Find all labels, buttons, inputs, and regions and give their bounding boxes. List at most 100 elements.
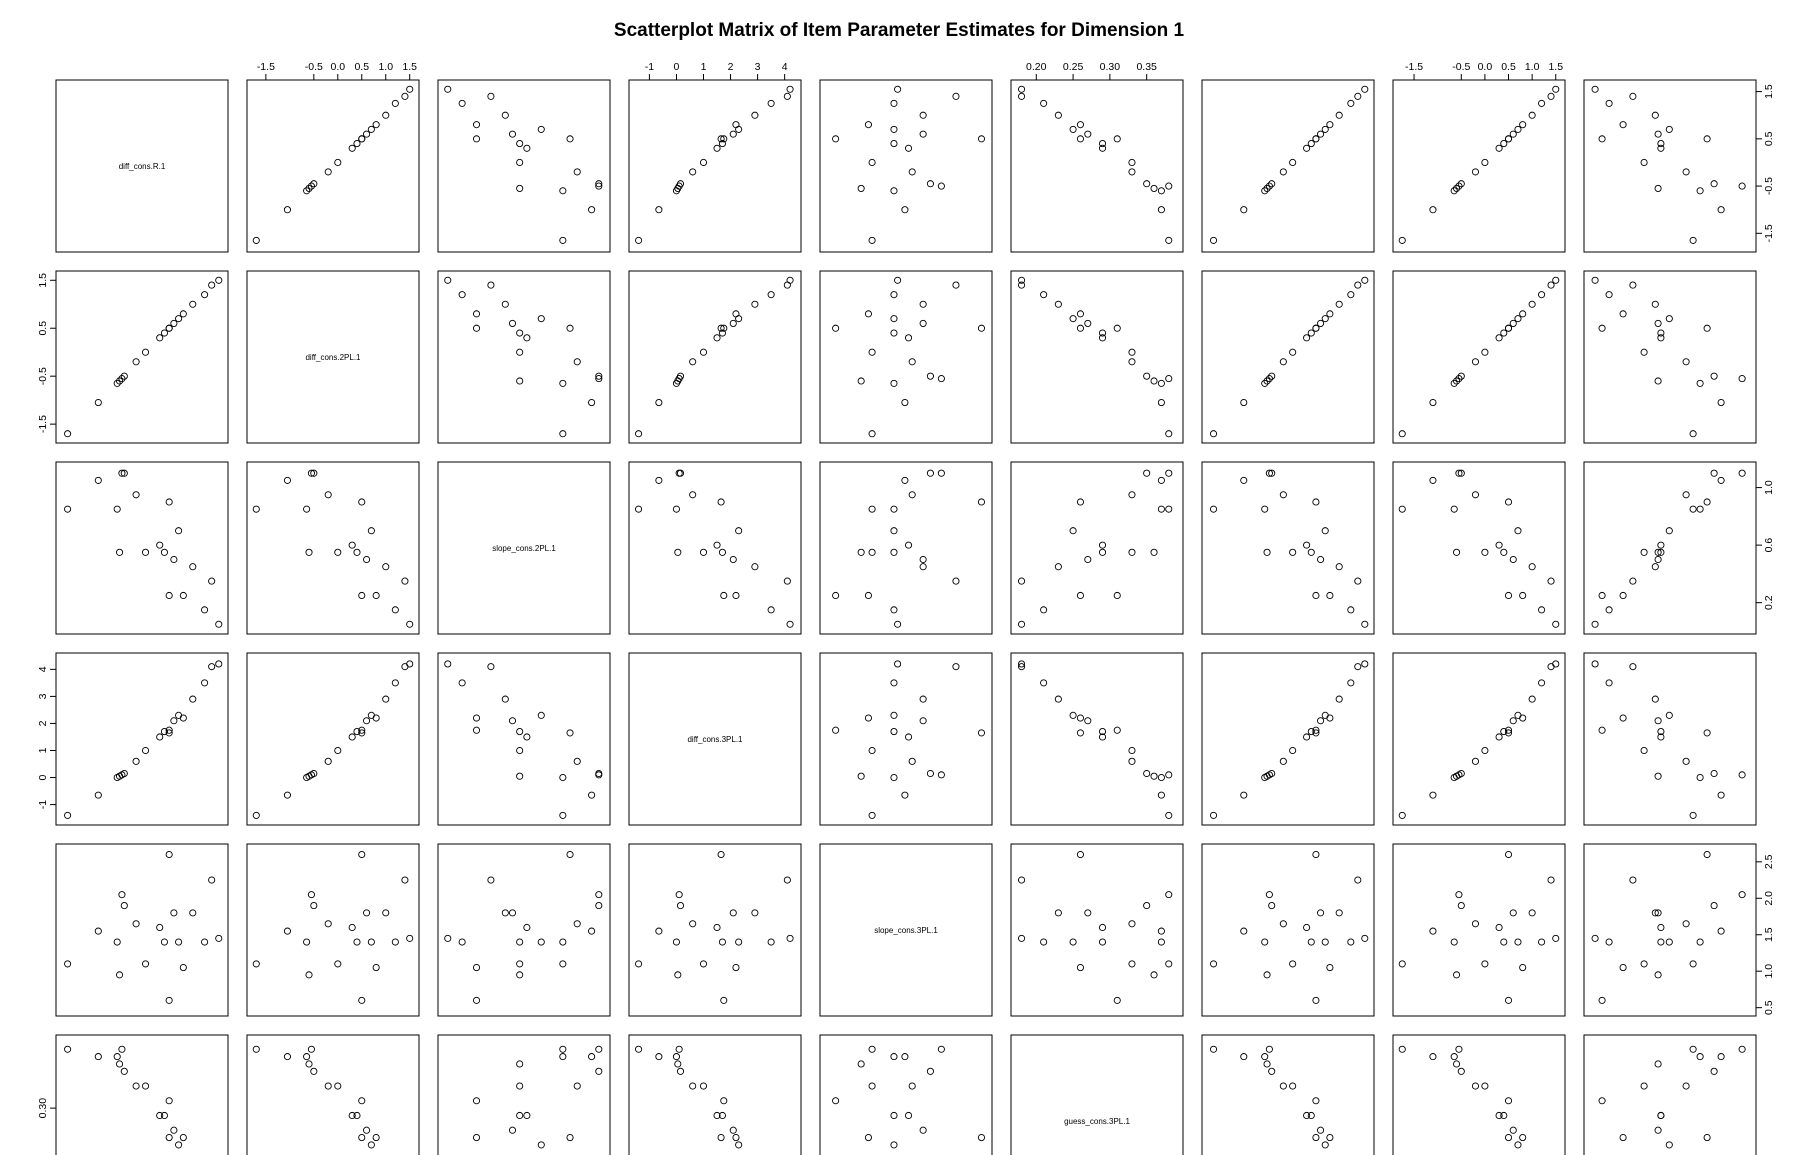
panel-frame <box>1010 1034 1184 1155</box>
data-point <box>1347 679 1355 687</box>
data-point <box>1361 276 1369 284</box>
data-point <box>444 660 452 668</box>
x-tick-label: 0.20 <box>1026 61 1047 73</box>
data-point <box>720 135 728 143</box>
y-tick-label: 1.0 <box>1763 480 1775 495</box>
data-point <box>1263 377 1271 385</box>
chart-title: Scatterplot Matrix of Item Parameter Est… <box>614 20 1185 41</box>
data-point <box>1128 491 1136 499</box>
data-point <box>1113 324 1121 332</box>
data-point <box>1113 996 1121 1004</box>
data-point <box>1143 372 1151 380</box>
data-point <box>1471 920 1480 928</box>
panel-r3-c8 <box>1583 652 1757 826</box>
data-point <box>1738 375 1746 383</box>
data-point <box>1128 168 1136 176</box>
data-point <box>1150 971 1158 979</box>
data-point <box>857 377 865 385</box>
data-point <box>1665 711 1673 719</box>
data-point <box>1113 135 1121 143</box>
data-point <box>1018 876 1026 884</box>
data-point <box>1481 348 1489 356</box>
panel-frame <box>1201 652 1375 826</box>
data-point <box>1069 125 1077 133</box>
data-point <box>595 1067 603 1075</box>
data-point <box>864 591 872 600</box>
data-point <box>1150 377 1158 385</box>
data-point <box>1481 960 1489 968</box>
data-point <box>367 938 375 946</box>
data-point <box>116 1060 124 1068</box>
data-point <box>901 1053 909 1061</box>
data-point <box>215 934 223 942</box>
data-point <box>1605 679 1613 687</box>
data-point <box>908 358 916 366</box>
data-point <box>358 135 366 143</box>
data-point <box>559 773 567 782</box>
data-point <box>1128 746 1136 755</box>
data-point <box>1552 934 1560 942</box>
data-point <box>324 491 332 499</box>
data-point <box>1307 329 1315 337</box>
data-point <box>559 236 567 244</box>
panel-frame <box>819 843 993 1017</box>
data-point <box>1326 121 1334 129</box>
x-tick-label: 1 <box>701 61 707 73</box>
data-point <box>1717 791 1725 799</box>
data-point <box>537 1141 545 1149</box>
y-tick-label: 2.5 <box>1763 854 1775 869</box>
data-point <box>348 733 356 741</box>
data-point <box>1689 960 1697 968</box>
data-point <box>179 964 187 972</box>
data-point <box>372 964 380 972</box>
data-point <box>406 660 414 668</box>
data-point <box>674 971 682 979</box>
data-point <box>406 934 414 942</box>
data-point <box>523 334 531 342</box>
data-point <box>905 541 913 549</box>
data-point <box>156 733 164 741</box>
data-point <box>444 276 452 284</box>
data-point <box>1261 187 1269 195</box>
data-point <box>353 140 361 148</box>
data-point <box>1665 938 1673 946</box>
y-tick-label: 0.6 <box>1763 538 1775 553</box>
data-point <box>1098 541 1107 549</box>
data-point <box>718 140 726 148</box>
data-point <box>905 733 913 741</box>
data-point <box>675 1045 683 1053</box>
panel-r0-c2 <box>437 79 611 253</box>
data-point <box>458 938 466 946</box>
data-point <box>1640 746 1648 755</box>
panel-frame <box>246 79 420 253</box>
data-point <box>786 85 794 93</box>
data-point <box>767 606 775 614</box>
data-point <box>1450 505 1458 513</box>
data-point <box>1519 310 1527 318</box>
data-point <box>1261 505 1269 513</box>
data-point <box>735 1141 743 1149</box>
data-point <box>908 491 916 499</box>
data-point <box>595 180 603 188</box>
data-point <box>358 729 366 737</box>
data-point <box>508 717 517 725</box>
data-point <box>1157 505 1165 513</box>
data-point <box>919 555 927 564</box>
data-point <box>1495 541 1503 549</box>
panel-r3-c2 <box>437 652 611 826</box>
data-point <box>908 168 916 176</box>
data-point <box>1143 769 1151 778</box>
y-tick-label: 3 <box>37 693 49 699</box>
data-point <box>1321 1141 1329 1149</box>
data-point <box>1098 140 1107 148</box>
x-tick-label: -0.5 <box>305 61 323 73</box>
data-point <box>120 902 128 910</box>
data-point <box>516 728 524 736</box>
data-point <box>1084 717 1092 725</box>
data-point <box>165 324 173 332</box>
data-point <box>1335 695 1343 703</box>
y-tick-label: 0.30 <box>37 1098 49 1119</box>
data-point <box>1263 548 1271 556</box>
data-point <box>1453 1060 1461 1068</box>
x-tick-label: 0.0 <box>1478 61 1493 73</box>
